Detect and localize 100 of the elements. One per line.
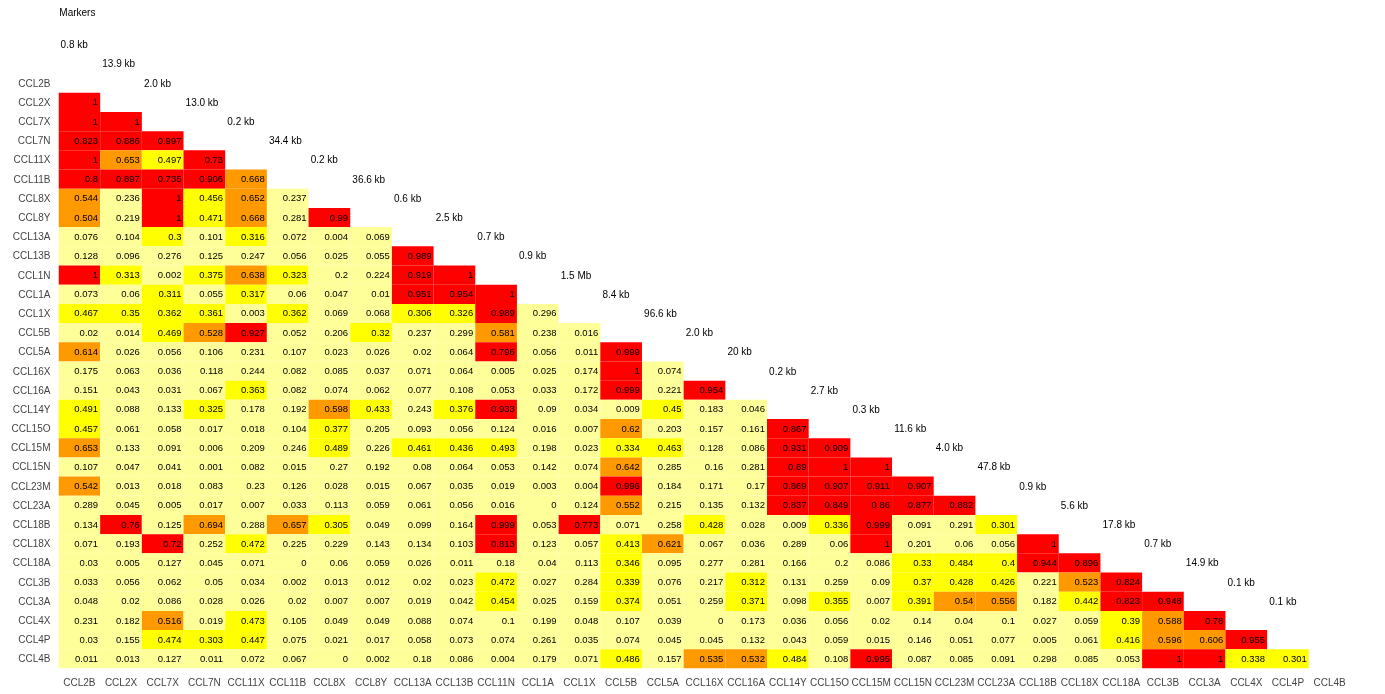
- data-label: 0: [342, 652, 349, 664]
- data-label: 0.428: [949, 576, 974, 588]
- data-label: 0.031: [157, 384, 182, 396]
- data-label: 0.346: [616, 556, 640, 568]
- annotation: 2.5 kb: [435, 212, 464, 224]
- annotation: 4.0 kb: [935, 442, 964, 454]
- data-label: 0.086: [449, 652, 474, 664]
- data-label: 0.192: [282, 403, 307, 415]
- data-label: 0.064: [449, 461, 474, 472]
- data-label: 0.058: [157, 422, 182, 434]
- data-label: 0.011: [575, 345, 599, 357]
- data-label: 0.229: [324, 537, 349, 549]
- data-label: 0: [551, 499, 557, 511]
- data-label: 0.174: [574, 365, 599, 377]
- x-tick-label: CCL14Y: [768, 676, 808, 688]
- data-label: 0.652: [241, 192, 265, 204]
- data-label: 0.311: [158, 288, 182, 300]
- data-label: 0.096: [116, 249, 140, 261]
- data-label: 0.001: [199, 461, 224, 472]
- data-label: 0.017: [366, 633, 390, 645]
- data-label: 0.018: [241, 422, 265, 434]
- data-label: 0.015: [282, 461, 307, 472]
- data-label: 0.095: [657, 556, 682, 568]
- data-label: 0.261: [532, 633, 557, 645]
- data-label: 0.071: [574, 652, 599, 664]
- data-label: 0.045: [199, 556, 224, 568]
- data-label: 0.016: [574, 326, 599, 338]
- text: Markers: [59, 6, 96, 18]
- data-label: 0.02: [413, 576, 432, 588]
- data-label: 0.281: [282, 211, 307, 223]
- data-label: 0.317: [241, 288, 265, 300]
- data-label: 0.155: [116, 633, 140, 645]
- data-label: 0.053: [491, 461, 515, 472]
- data-label: 0.556: [991, 595, 1015, 607]
- data-label: 0.036: [782, 614, 807, 626]
- data-label: 0.056: [157, 345, 182, 357]
- data-label: 0.996: [616, 480, 640, 492]
- data-label: 0.036: [157, 365, 182, 377]
- data-label: 0.614: [74, 345, 99, 357]
- data-label: 0.007: [241, 499, 265, 511]
- x-tick-label: CCL18B: [1019, 676, 1058, 688]
- data-label: 0.069: [366, 230, 390, 242]
- data-label: 0.296: [532, 307, 557, 319]
- x-tick-label: CCL18A: [1102, 676, 1141, 688]
- data-label: 0.183: [699, 403, 724, 415]
- data-label: 0.428: [699, 518, 724, 530]
- data-label: 0: [301, 556, 307, 568]
- data-label: 0.087: [907, 652, 932, 664]
- data-label: 0.824: [1116, 576, 1141, 588]
- data-label: 0.237: [407, 326, 432, 338]
- data-label: 0.989: [491, 307, 515, 319]
- data-label: 0.045: [657, 633, 682, 645]
- data-label: 0.018: [157, 480, 182, 492]
- data-label: 1: [1176, 652, 1182, 664]
- data-label: 0.463: [657, 441, 682, 453]
- annotation: 34.4 kb: [268, 135, 303, 147]
- annotation: 36.6 kb: [352, 173, 386, 185]
- data-label: 0.011: [75, 652, 99, 664]
- x-tick-label: CCL3A: [1188, 676, 1222, 688]
- data-label: 0.06: [121, 288, 140, 300]
- data-label: 1: [1051, 537, 1057, 549]
- data-label: 0.339: [616, 576, 640, 588]
- y-tick-label: CCL3B: [18, 576, 51, 588]
- data-label: 0.45: [663, 403, 682, 415]
- data-label: 0.447: [241, 633, 265, 645]
- data-label: 0.179: [532, 652, 557, 664]
- data-label: 0.336: [824, 518, 849, 530]
- data-label: 0.06: [287, 288, 307, 300]
- data-label: 0.027: [532, 576, 557, 588]
- data-label: 0.071: [407, 365, 432, 377]
- data-label: 0.124: [491, 422, 515, 434]
- data-label: 0.107: [74, 461, 99, 472]
- data-label: 0.128: [699, 441, 724, 453]
- data-label: 0.544: [74, 192, 99, 204]
- x-tick-label: CCL15M: [851, 676, 891, 688]
- data-label: 0.473: [241, 614, 265, 626]
- data-label: 0.182: [116, 614, 140, 626]
- data-label: 0.127: [157, 652, 182, 664]
- data-label: 0.89: [788, 461, 807, 472]
- data-label: 0.107: [282, 345, 307, 357]
- data-label: 0.491: [74, 403, 99, 415]
- data-label: 0.048: [74, 595, 99, 607]
- data-label: 0.999: [491, 518, 515, 530]
- data-label: 1: [92, 153, 99, 165]
- data-label: 0.596: [1157, 633, 1182, 645]
- data-label: 0.062: [366, 384, 390, 396]
- data-label: 0.003: [241, 307, 265, 319]
- data-label: 0.175: [74, 365, 99, 377]
- data-label: 0.134: [74, 518, 99, 530]
- data-label: 0.076: [74, 230, 99, 242]
- data-label: 0.101: [199, 230, 224, 242]
- data-label: 0.376: [449, 403, 474, 415]
- data-label: 0.178: [241, 403, 265, 415]
- data-label: 0.909: [824, 441, 849, 453]
- data-label: 1: [884, 461, 890, 472]
- data-label: 0.76: [121, 518, 140, 530]
- y-tick-label: CCL5A: [18, 346, 51, 358]
- data-label: 0.86: [871, 499, 890, 511]
- data-label: 0.005: [157, 499, 182, 511]
- data-label: 0.606: [1199, 633, 1224, 645]
